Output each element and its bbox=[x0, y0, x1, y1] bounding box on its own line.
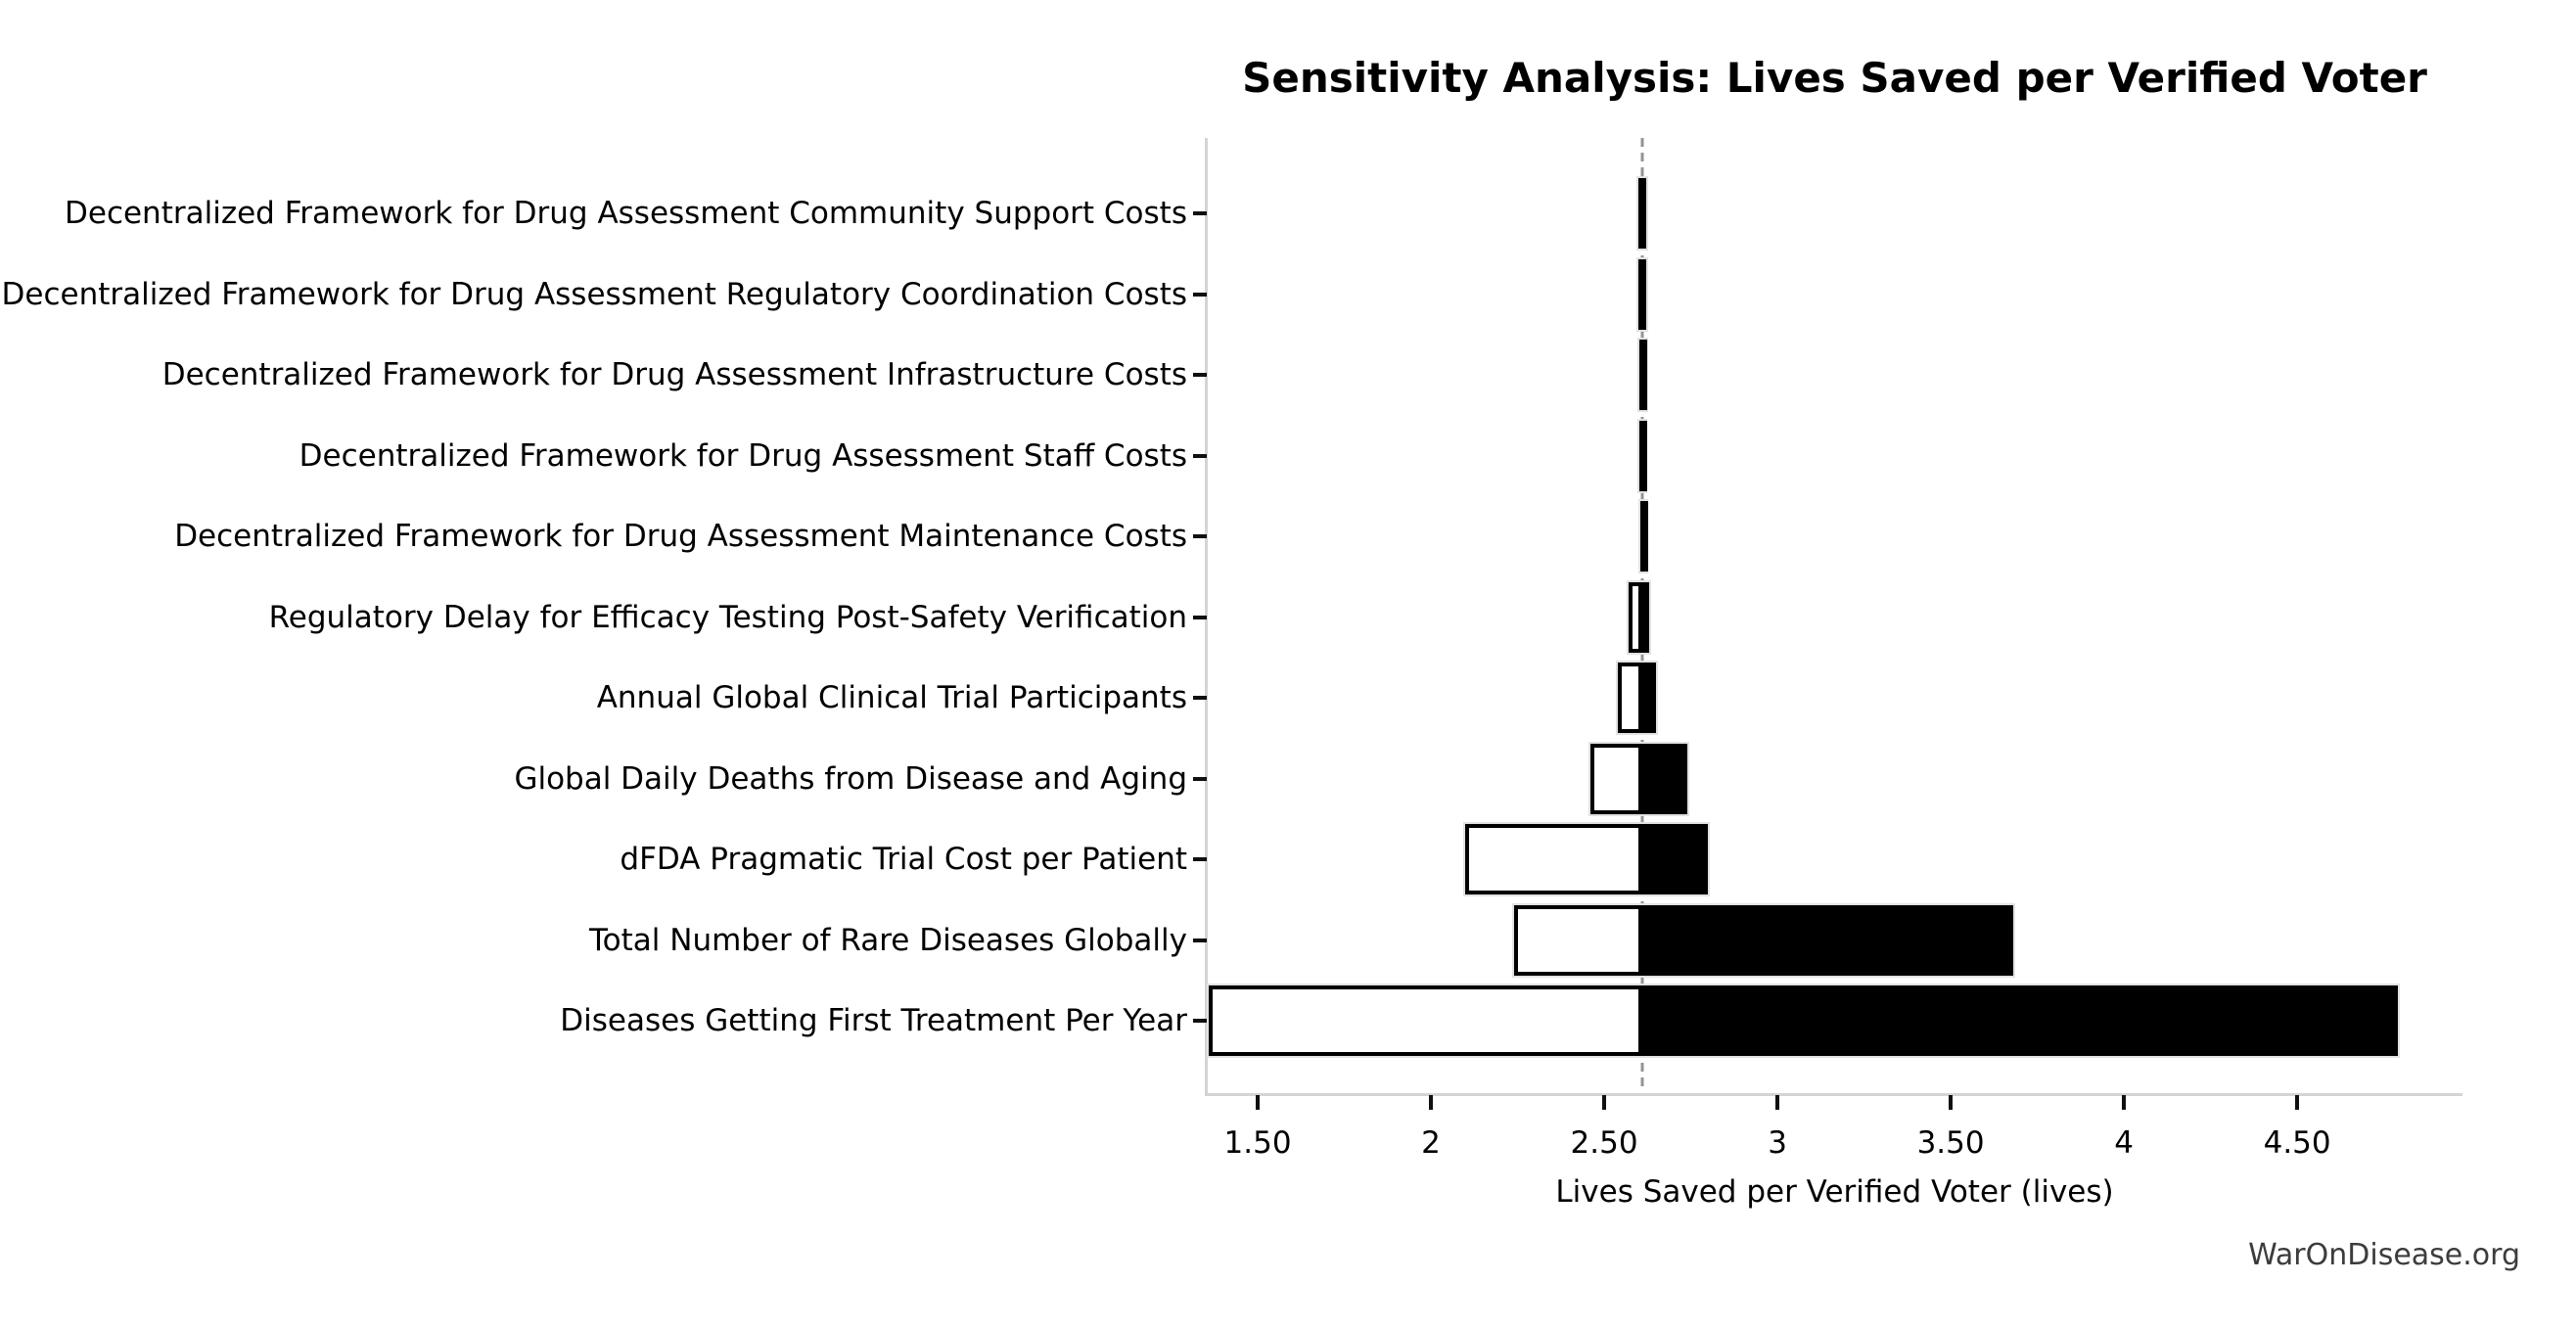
bar-row bbox=[1638, 340, 1647, 410]
x-axis-title: Lives Saved per Verified Voter (lives) bbox=[1555, 1174, 2114, 1210]
x-tick-mark bbox=[1256, 1095, 1261, 1110]
category-label: Total Number of Rare Diseases Globally bbox=[589, 922, 1187, 958]
bar-high-segment bbox=[1641, 501, 1645, 572]
bar-high-segment bbox=[1641, 340, 1646, 410]
x-tick-label: 4 bbox=[2114, 1125, 2134, 1161]
y-tick-mark bbox=[1193, 292, 1207, 297]
x-tick-mark bbox=[1429, 1095, 1434, 1110]
category-label: Decentralized Framework for Drug Assessm… bbox=[174, 519, 1187, 554]
bar-low-segment bbox=[1465, 824, 1642, 894]
category-label: Decentralized Framework for Drug Assessm… bbox=[161, 357, 1187, 392]
x-tick-label: 4.50 bbox=[2263, 1125, 2331, 1161]
bar-low-segment bbox=[1514, 904, 1642, 976]
bar-high-segment bbox=[1642, 824, 1709, 894]
bar-row bbox=[1638, 258, 1647, 330]
x-tick-label: 2.50 bbox=[1570, 1125, 1638, 1161]
bar-row bbox=[1639, 501, 1648, 572]
bar-high-segment bbox=[1642, 904, 2013, 976]
bar-high-segment bbox=[1642, 743, 1688, 814]
category-label: Annual Global Clinical Trial Participant… bbox=[596, 680, 1187, 715]
y-tick-mark bbox=[1193, 453, 1207, 458]
category-label: Regulatory Delay for Efficacy Testing Po… bbox=[268, 599, 1187, 635]
bar-low-segment bbox=[1618, 663, 1642, 733]
bar-low-segment bbox=[1589, 743, 1642, 814]
y-tick-mark bbox=[1193, 857, 1207, 861]
x-tick-mark bbox=[2295, 1095, 2300, 1110]
x-tick-label: 2 bbox=[1421, 1125, 1441, 1161]
y-tick-mark bbox=[1193, 938, 1207, 942]
bar-low-segment bbox=[1209, 985, 1642, 1056]
x-tick-mark bbox=[1949, 1095, 1954, 1110]
category-label: Decentralized Framework for Drug Assessm… bbox=[65, 196, 1187, 231]
x-tick-mark bbox=[2122, 1095, 2127, 1110]
x-tick-label: 3 bbox=[1768, 1125, 1787, 1161]
x-tick-label: 3.50 bbox=[1916, 1125, 1985, 1161]
bar-high-segment bbox=[1642, 178, 1646, 249]
bar-row bbox=[1639, 420, 1648, 491]
category-label: Diseases Getting First Treatment Per Yea… bbox=[560, 1003, 1187, 1038]
x-tick-mark bbox=[1602, 1095, 1607, 1110]
y-tick-mark bbox=[1193, 534, 1207, 538]
watermark-text: WarOnDisease.org bbox=[2248, 1238, 2520, 1272]
chart-title: Sensitivity Analysis: Lives Saved per Ve… bbox=[1242, 54, 2427, 102]
bar-row bbox=[1514, 904, 2013, 976]
category-label: Decentralized Framework for Drug Assessm… bbox=[1, 276, 1187, 312]
bar-high-segment bbox=[1642, 420, 1645, 491]
bar-row bbox=[1465, 824, 1709, 894]
bar-high-segment bbox=[1642, 985, 2398, 1056]
category-label: Global Daily Deaths from Disease and Agi… bbox=[514, 760, 1187, 797]
category-label: Decentralized Framework for Drug Assessm… bbox=[299, 437, 1187, 474]
bar-high-segment bbox=[1642, 258, 1646, 330]
x-tick-label: 1.50 bbox=[1223, 1125, 1292, 1161]
bar-row bbox=[1209, 985, 2398, 1056]
y-tick-mark bbox=[1193, 1019, 1207, 1023]
x-tick-mark bbox=[1775, 1095, 1780, 1110]
bar-low-segment bbox=[1628, 581, 1642, 653]
bar-row bbox=[1589, 743, 1688, 814]
bar-high-segment bbox=[1642, 581, 1650, 653]
bar-row bbox=[1628, 581, 1650, 653]
y-tick-mark bbox=[1193, 615, 1207, 619]
y-tick-mark bbox=[1193, 776, 1207, 781]
bar-high-segment bbox=[1642, 663, 1657, 733]
y-tick-mark bbox=[1193, 696, 1207, 700]
category-label: dFDA Pragmatic Trial Cost per Patient bbox=[620, 842, 1187, 877]
x-axis-spine bbox=[1205, 1093, 2462, 1096]
y-tick-mark bbox=[1193, 211, 1207, 215]
bar-row bbox=[1638, 178, 1647, 249]
y-tick-mark bbox=[1193, 373, 1207, 377]
bar-row bbox=[1618, 663, 1657, 733]
